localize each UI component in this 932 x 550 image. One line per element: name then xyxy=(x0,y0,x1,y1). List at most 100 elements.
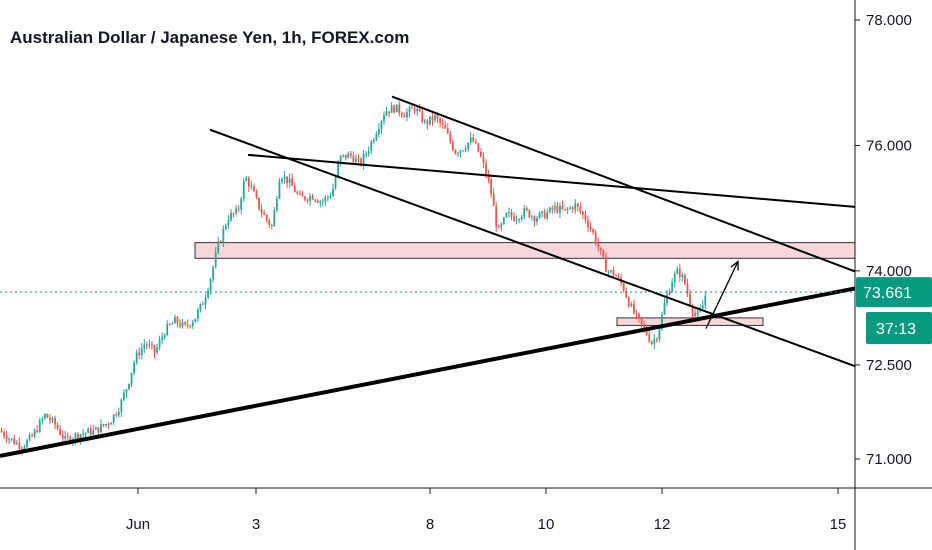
candle-body xyxy=(135,352,138,363)
candle-body xyxy=(217,241,220,253)
candle-body xyxy=(184,322,186,325)
candle-body xyxy=(230,213,232,221)
candle-body xyxy=(117,411,120,415)
candle-body xyxy=(650,341,653,344)
candle-body xyxy=(143,344,146,349)
candle-body xyxy=(186,324,189,326)
candle-body xyxy=(115,414,118,416)
candle-body xyxy=(477,143,480,152)
candle-body xyxy=(569,207,572,209)
candle-body xyxy=(625,290,628,298)
candle-body xyxy=(260,209,263,213)
candle-body xyxy=(398,104,401,113)
candle-body xyxy=(582,211,584,215)
candle-body xyxy=(18,442,21,449)
x-tick-label: 8 xyxy=(426,516,434,533)
candle-body xyxy=(689,293,691,306)
candle-body xyxy=(510,212,513,217)
candle-body xyxy=(551,207,554,210)
candle-body xyxy=(615,275,617,277)
candle-body xyxy=(26,440,28,447)
time-axis[interactable]: Jun 3 8 10 12 15 xyxy=(126,488,846,533)
x-tick-label: Jun xyxy=(126,516,150,533)
candle-body xyxy=(82,433,84,435)
candle-body xyxy=(633,303,635,314)
projection-arrow xyxy=(705,261,739,329)
candle-body xyxy=(94,427,97,430)
candle-body xyxy=(69,436,72,443)
candle-body xyxy=(191,322,194,327)
candle-body xyxy=(107,423,110,425)
horizontal-resistance-line xyxy=(247,153,856,208)
y-tick-label: 78.000 xyxy=(866,12,912,29)
candle-body xyxy=(531,216,533,218)
candle-body xyxy=(439,118,441,124)
candle-body xyxy=(161,337,164,341)
candle-body xyxy=(276,198,278,210)
candle-body xyxy=(92,429,95,435)
candle-body xyxy=(385,111,388,116)
candle-body xyxy=(291,178,294,186)
candle-body xyxy=(360,158,362,165)
candle-body xyxy=(0,430,3,433)
candle-body xyxy=(403,115,406,118)
candle-body xyxy=(212,266,215,280)
candle-body xyxy=(8,438,11,440)
candle-body xyxy=(556,205,559,213)
candle-body xyxy=(500,223,503,228)
candle-body xyxy=(327,196,329,198)
candle-body xyxy=(268,220,271,225)
candle-body xyxy=(436,114,439,119)
candle-body xyxy=(174,317,176,324)
y-tick-label: 72.500 xyxy=(866,357,912,374)
candle-body xyxy=(627,297,630,307)
candle-body xyxy=(604,256,607,273)
candle-body xyxy=(314,199,317,201)
candle-body xyxy=(640,318,643,325)
candle-body xyxy=(416,108,419,112)
candle-body xyxy=(77,433,79,440)
candle-body xyxy=(247,178,250,187)
candle-body xyxy=(151,344,153,346)
candle-body xyxy=(696,311,699,316)
candle-body xyxy=(355,158,357,163)
candle-body xyxy=(138,352,141,356)
candle-body xyxy=(3,432,5,437)
lower-channel-line xyxy=(209,128,856,368)
candle-body xyxy=(367,150,370,154)
trendlines-layer xyxy=(0,95,856,458)
candle-body xyxy=(684,274,686,284)
candle-body xyxy=(661,314,663,330)
candle-body xyxy=(194,318,197,323)
candle-body xyxy=(265,215,268,221)
candle-body xyxy=(222,228,225,242)
candle-body xyxy=(311,195,314,200)
candle-body xyxy=(329,196,332,198)
candle-body xyxy=(457,153,459,155)
candle-body xyxy=(673,273,676,283)
candle-body xyxy=(388,111,390,113)
candle-body xyxy=(617,275,620,278)
candle-body xyxy=(375,134,378,141)
candle-body xyxy=(449,133,452,142)
candle-body xyxy=(686,283,689,294)
candle-body xyxy=(541,211,543,213)
price-axis[interactable]: 78.000 76.000 74.000 72.500 71.000 xyxy=(855,12,912,468)
candle-body xyxy=(293,185,296,193)
candle-body xyxy=(171,323,174,325)
candle-body xyxy=(342,154,345,156)
candle-body xyxy=(46,414,49,418)
candle-body xyxy=(283,176,286,180)
candle-body xyxy=(444,124,447,129)
x-tick-label: 12 xyxy=(654,516,671,533)
candle-body xyxy=(189,325,192,327)
candle-body xyxy=(286,176,288,184)
candle-body xyxy=(380,121,383,129)
candle-body xyxy=(225,225,227,229)
candle-body xyxy=(548,207,551,213)
candle-body xyxy=(589,226,592,230)
candle-body xyxy=(349,153,352,156)
candle-body xyxy=(574,203,577,210)
candle-body xyxy=(599,247,602,251)
